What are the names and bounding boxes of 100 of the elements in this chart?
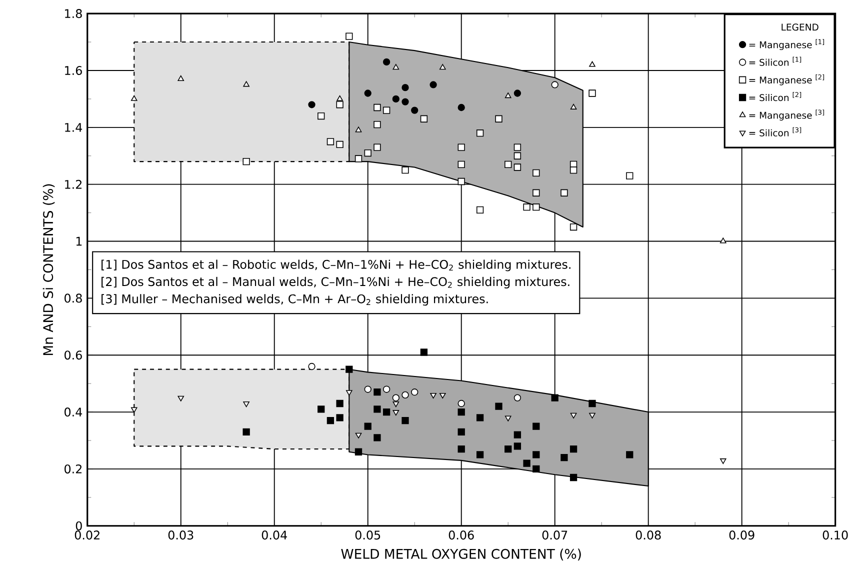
point <box>532 422 540 430</box>
point <box>308 101 316 108</box>
point <box>243 402 250 408</box>
point <box>392 95 400 103</box>
point <box>476 130 484 137</box>
point <box>514 164 522 171</box>
point <box>242 158 250 166</box>
point <box>364 386 372 393</box>
legend-label: = Silicon $^{[2]}$ <box>749 92 802 102</box>
x-tick-label: 0.05 <box>355 530 380 540</box>
point <box>495 115 502 123</box>
point <box>430 81 437 88</box>
point <box>514 90 522 97</box>
point <box>551 394 558 402</box>
x-tick-label: 0.10 <box>822 530 848 540</box>
legend-label: = Silicon $^{[3]}$ <box>749 127 802 136</box>
point <box>570 446 578 453</box>
point <box>588 400 596 408</box>
x-tick-label: 0.03 <box>168 530 194 540</box>
point <box>364 90 372 97</box>
x-tick-label: 0.04 <box>262 530 287 540</box>
point <box>560 454 568 462</box>
y-tick-label: 1 <box>76 236 82 246</box>
y-tick-label: 0.6 <box>64 350 82 360</box>
x-tick-label: 0.06 <box>448 530 474 540</box>
point <box>346 390 352 396</box>
point <box>560 189 568 197</box>
annotation: [3] Muller – Mechanised welds, C–Mn + Ar–O$_{2}$ shielding mixtures. <box>102 294 488 306</box>
y-tick-label: 1.2 <box>65 180 82 189</box>
point <box>458 144 465 151</box>
point <box>504 416 512 422</box>
point <box>440 393 446 399</box>
point <box>374 406 381 413</box>
point <box>458 104 465 112</box>
y-tick-label: 0.8 <box>64 294 82 303</box>
y-tick-label: 1.4 <box>65 123 82 132</box>
point <box>326 417 334 424</box>
point <box>243 81 250 87</box>
point <box>374 144 381 151</box>
point <box>589 61 596 67</box>
legend-label: = Manganese $^{[2]}$ <box>749 74 824 86</box>
point <box>430 393 436 399</box>
point <box>458 400 465 408</box>
point <box>364 422 372 430</box>
point <box>532 451 540 458</box>
point <box>374 104 381 112</box>
point <box>336 140 344 148</box>
point <box>420 348 428 356</box>
legend-label: = Silicon $^{[1]}$ <box>749 56 802 66</box>
x-tick-label: 0.07 <box>542 530 568 540</box>
point <box>392 402 400 408</box>
legend-label: = Manganese $^{[3]}$ <box>749 110 824 121</box>
point <box>336 95 343 102</box>
point <box>130 407 138 413</box>
point <box>242 428 250 436</box>
point <box>514 431 522 438</box>
point <box>504 446 512 453</box>
point <box>130 95 138 102</box>
point <box>458 160 465 168</box>
point <box>495 402 502 410</box>
point <box>178 76 184 82</box>
point <box>589 412 596 419</box>
point <box>354 155 362 162</box>
point <box>476 451 484 458</box>
y-tick-label: 0.2 <box>64 464 82 474</box>
legend-label: = Manganese $^{[1]}$ <box>749 39 824 50</box>
point <box>326 138 334 146</box>
point <box>382 58 390 66</box>
point <box>411 388 418 396</box>
point <box>514 394 522 402</box>
point <box>346 366 353 373</box>
y-tick-label: 1.8 <box>65 9 82 18</box>
point <box>374 121 381 128</box>
point <box>570 474 578 482</box>
point <box>532 169 540 177</box>
point <box>570 224 578 231</box>
point <box>504 160 512 168</box>
point <box>720 238 726 244</box>
y-tick-label: 0 <box>76 521 82 530</box>
point <box>458 408 465 416</box>
point <box>318 112 325 120</box>
point <box>476 414 484 422</box>
point <box>364 150 372 157</box>
point <box>720 458 726 464</box>
point <box>626 451 634 458</box>
point <box>570 412 577 419</box>
point <box>551 81 558 88</box>
point <box>374 388 381 396</box>
y-tick-label: 0.4 <box>64 408 82 417</box>
point <box>354 448 362 456</box>
x-tick-label: 0.02 <box>74 530 100 540</box>
point <box>336 101 344 108</box>
point <box>532 189 540 197</box>
point <box>355 432 362 438</box>
point <box>440 64 446 70</box>
point <box>374 434 381 442</box>
point <box>318 406 325 413</box>
point <box>382 408 390 416</box>
point <box>514 152 522 160</box>
legend-title: LEGEND <box>782 24 818 31</box>
